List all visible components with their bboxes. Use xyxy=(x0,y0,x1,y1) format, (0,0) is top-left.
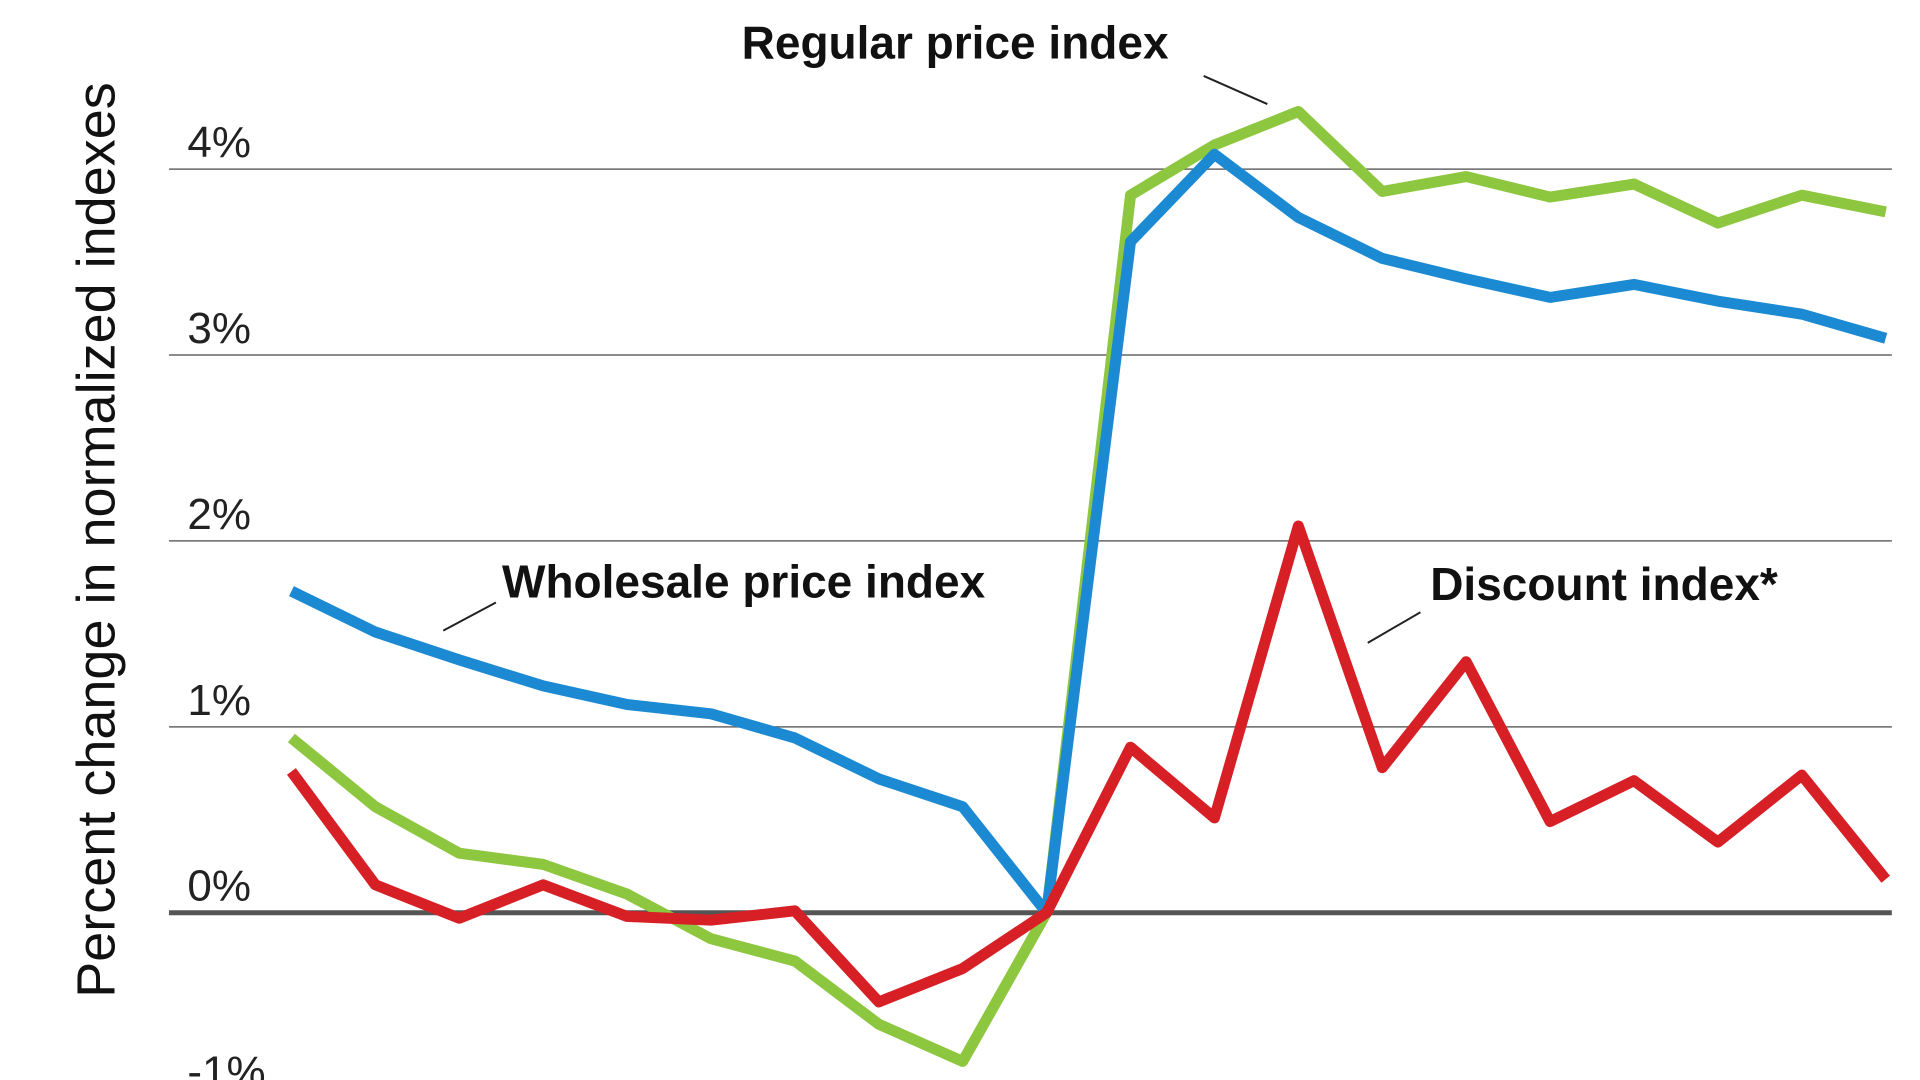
leader-line xyxy=(1367,611,1421,644)
y-tick-label: 3% xyxy=(187,304,251,353)
series-line xyxy=(287,520,1890,1008)
leader-line xyxy=(1203,75,1268,105)
leader-line xyxy=(442,601,497,632)
legend-label: Discount index* xyxy=(1430,558,1778,610)
series-line xyxy=(289,148,1888,919)
y-tick-label: 4% xyxy=(187,118,251,167)
y-axis-label: Percent change in normalized indexes xyxy=(67,82,127,998)
y-tick-label: 1% xyxy=(187,676,251,725)
y-tick-label: -1% xyxy=(187,1048,265,1080)
legend-label: Regular price index xyxy=(742,17,1169,69)
y-tick-label: 0% xyxy=(187,862,251,911)
legend-label: Wholesale price index xyxy=(502,555,986,607)
y-tick-label: 2% xyxy=(187,490,251,539)
